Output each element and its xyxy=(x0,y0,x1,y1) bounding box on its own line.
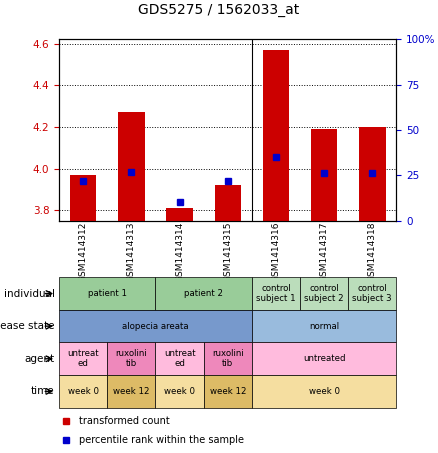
Text: disease state: disease state xyxy=(0,321,55,331)
Bar xyxy=(166,208,193,221)
Text: ruxolini
tib: ruxolini tib xyxy=(212,349,244,368)
Text: week 0: week 0 xyxy=(164,387,195,396)
Text: percentile rank within the sample: percentile rank within the sample xyxy=(79,435,244,445)
Text: patient 2: patient 2 xyxy=(184,289,223,298)
Text: alopecia areata: alopecia areata xyxy=(122,322,189,331)
Bar xyxy=(70,175,96,221)
Text: time: time xyxy=(31,386,55,396)
Text: control
subject 3: control subject 3 xyxy=(353,284,392,303)
Text: week 0: week 0 xyxy=(309,387,339,396)
Bar xyxy=(263,50,289,221)
Bar xyxy=(359,127,385,221)
Text: untreat
ed: untreat ed xyxy=(164,349,195,368)
Bar xyxy=(215,185,241,221)
Text: agent: agent xyxy=(25,354,55,364)
Text: transformed count: transformed count xyxy=(79,416,170,426)
Bar xyxy=(118,112,145,221)
Bar xyxy=(311,129,337,221)
Text: control
subject 1: control subject 1 xyxy=(256,284,296,303)
Text: normal: normal xyxy=(309,322,339,331)
Text: control
subject 2: control subject 2 xyxy=(304,284,344,303)
Text: patient 1: patient 1 xyxy=(88,289,127,298)
Text: GDS5275 / 1562033_at: GDS5275 / 1562033_at xyxy=(138,3,300,17)
Text: week 12: week 12 xyxy=(209,387,246,396)
Text: untreat
ed: untreat ed xyxy=(67,349,99,368)
Text: untreated: untreated xyxy=(303,354,346,363)
Text: individual: individual xyxy=(4,289,55,299)
Text: week 0: week 0 xyxy=(68,387,99,396)
Text: week 12: week 12 xyxy=(113,387,150,396)
Text: ruxolini
tib: ruxolini tib xyxy=(116,349,147,368)
